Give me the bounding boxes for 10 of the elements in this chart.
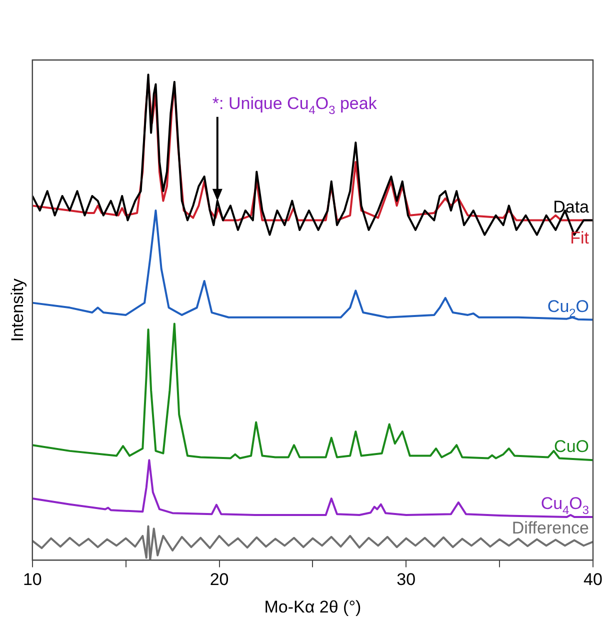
x-tick-label: 20: [210, 570, 229, 590]
x-tick-label: 40: [584, 570, 602, 590]
series-label: Data: [553, 197, 590, 216]
y-axis-title: Intensity: [8, 278, 27, 342]
series-label: CuO: [554, 437, 590, 456]
x-axis-title: Mo-Kα 2θ (°): [264, 597, 362, 616]
series-label: Fit: [570, 228, 590, 248]
x-tick-label: 30: [396, 570, 416, 590]
series-label: Difference: [512, 518, 590, 538]
x-tick-label: 10: [22, 570, 42, 590]
